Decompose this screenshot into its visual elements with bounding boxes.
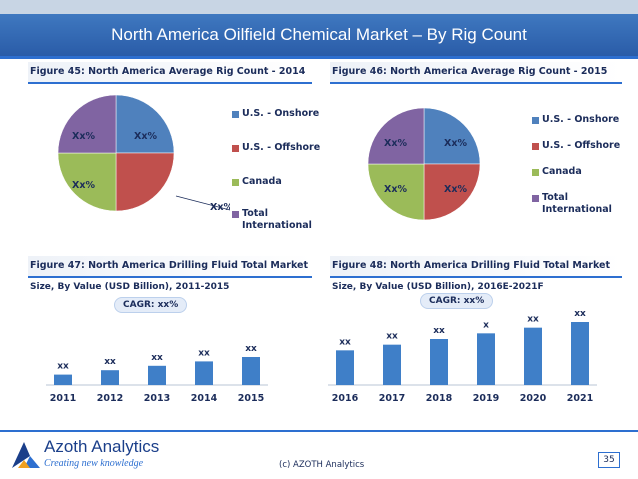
fig48-tick-2019: 2019 bbox=[473, 393, 499, 404]
fig48-data-label-2020: xx bbox=[527, 315, 539, 325]
fig46-pie-slice-onshore bbox=[423, 107, 481, 165]
brand-tagline: Creating new knowledge bbox=[44, 458, 144, 469]
fig47-tick-2012: 2012 bbox=[97, 393, 123, 404]
fig48-data-label-2021: xx bbox=[574, 309, 586, 319]
fig45-leader-line bbox=[175, 195, 230, 211]
fig48-tick-2020: 2020 bbox=[520, 393, 547, 404]
legend-swatch-canada bbox=[532, 169, 539, 176]
fig48-tick-2018: 2018 bbox=[426, 393, 453, 404]
fig46-pie: Xx% Xx% Xx% Xx% bbox=[367, 107, 481, 221]
fig45-pie-slice-offshore bbox=[115, 152, 175, 212]
fig48-data-label-2018: xx bbox=[433, 326, 445, 336]
legend-swatch-canada bbox=[232, 179, 239, 186]
azoth-logo-icon bbox=[12, 442, 40, 468]
fig46-pie-slice-intl bbox=[367, 107, 425, 165]
legend-swatch-onshore bbox=[532, 117, 539, 124]
fig47-data-label-2013: xx bbox=[151, 353, 163, 363]
fig47-cagr: CAGR: xx% bbox=[114, 297, 188, 313]
fig48-bar-2021 bbox=[571, 322, 589, 385]
fig48-bar-2016 bbox=[336, 350, 354, 385]
fig45-pie: Xx%Xx%Xx%Xx% bbox=[57, 95, 230, 213]
fig46-pie-label-onshore: Xx% bbox=[444, 138, 467, 149]
fig47-tick-2011: 2011 bbox=[50, 393, 76, 404]
copyright: (c) AZOTH Analytics bbox=[279, 460, 365, 470]
fig45-pie-slice-canada bbox=[57, 152, 117, 212]
fig45-pie-label-onshore: Xx% bbox=[134, 131, 157, 142]
fig47-bar-2014 bbox=[195, 361, 213, 385]
fig47-data-label-2015: xx bbox=[245, 344, 257, 354]
fig47-data-label-2012: xx bbox=[104, 357, 116, 367]
legend-swatch-offshore bbox=[532, 143, 539, 150]
fig45-pie-label-canada: Xx% bbox=[72, 180, 95, 191]
fig47-bar-2015 bbox=[242, 357, 260, 385]
fig46-legend: U.S. - Onshore U.S. - Offshore Canada To… bbox=[532, 114, 632, 224]
fig48-tick-2021: 2021 bbox=[567, 393, 593, 404]
brand-name: Azoth Analytics bbox=[44, 437, 160, 456]
legend-swatch-intl bbox=[232, 211, 239, 218]
fig48-data-label-2016: xx bbox=[339, 337, 351, 347]
fig46-title: Figure 46: North America Average Rig Cou… bbox=[330, 62, 622, 84]
page-number: 35 bbox=[598, 452, 620, 468]
legend-swatch-intl bbox=[532, 195, 539, 202]
fig48-data-label-2019: x bbox=[483, 320, 489, 330]
fig48-title: Figure 48: North America Drilling Fluid … bbox=[330, 256, 622, 278]
fig46-pie-slice-canada bbox=[367, 163, 425, 221]
fig48-bar-2018 bbox=[430, 339, 448, 385]
fig45-pie-label-intl: Xx% bbox=[72, 131, 95, 142]
fig45-pie-slice-onshore bbox=[115, 95, 175, 154]
fig48-bar-2019 bbox=[477, 333, 495, 385]
fig48-tick-2016: 2016 bbox=[332, 393, 359, 404]
fig45-legend: U.S. - Onshore U.S. - Offshore Canada To… bbox=[232, 108, 322, 238]
fig48-bar-chart: xx 2016 xx 2017 xx 2018 x 2019 xx 2020 xx 2021 bbox=[328, 309, 597, 404]
fig47-data-label-2014: xx bbox=[198, 348, 210, 358]
legend-swatch-offshore bbox=[232, 145, 239, 152]
fig47-tick-2014: 2014 bbox=[191, 393, 218, 404]
footer-divider bbox=[0, 430, 638, 432]
fig48-bar-2017 bbox=[383, 344, 401, 385]
fig47-bar-chart: xx 2011 xx 2012 xx 2013 xx 2014 xx 2015 bbox=[46, 344, 268, 404]
fig46-pie-label-canada: Xx% bbox=[384, 184, 407, 195]
fig46-pie-slice-offshore bbox=[423, 163, 481, 221]
fig47-subtitle: Size, By Value (USD Billion), 2011-2015 bbox=[30, 282, 230, 292]
fig47-tick-2013: 2013 bbox=[144, 393, 170, 404]
fig45-title: Figure 45: North America Average Rig Cou… bbox=[28, 62, 312, 84]
top-strip bbox=[0, 0, 638, 14]
fig46-pie-label-intl: Xx% bbox=[384, 138, 407, 149]
slide-title: North America Oilfield Chemical Market –… bbox=[0, 14, 638, 59]
legend-swatch-onshore bbox=[232, 111, 239, 118]
fig48-data-label-2017: xx bbox=[386, 332, 398, 342]
fig48-subtitle: Size, By Value (USD Billion), 2016E-2021… bbox=[332, 282, 544, 292]
fig47-title: Figure 47: North America Drilling Fluid … bbox=[28, 256, 312, 278]
fig47-bar-2013 bbox=[148, 365, 166, 385]
fig47-tick-2015: 2015 bbox=[238, 393, 264, 404]
fig48-tick-2017: 2017 bbox=[379, 393, 405, 404]
fig47-data-label-2011: xx bbox=[57, 362, 69, 372]
fig48-bar-2020 bbox=[524, 327, 542, 385]
fig45-pie-slice-intl bbox=[57, 95, 117, 154]
fig46-pie-label-offshore: Xx% bbox=[444, 184, 467, 195]
fig47-bar-2011 bbox=[54, 374, 72, 385]
fig48-cagr: CAGR: xx% bbox=[420, 293, 494, 309]
fig47-bar-2012 bbox=[101, 370, 119, 385]
